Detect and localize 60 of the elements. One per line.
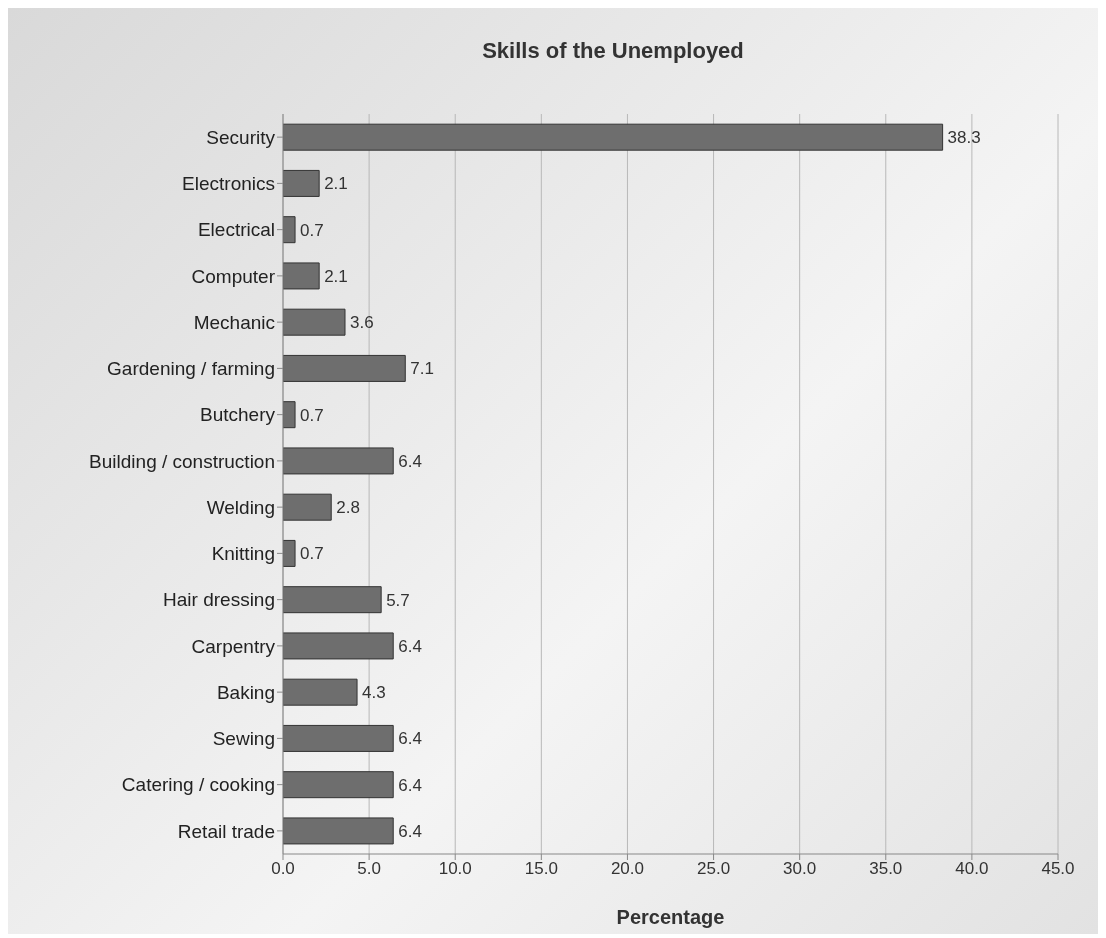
y-tick-label: Mechanic [193, 311, 275, 333]
x-tick-label: 40.0 [955, 859, 989, 879]
y-tick-label: Hair dressing [163, 589, 275, 611]
data-label: 3.6 [350, 313, 374, 333]
y-tick-label: Electrical [197, 219, 275, 241]
x-tick-label: 0.0 [271, 859, 295, 879]
bar [283, 447, 394, 475]
y-tick-label: Baking [216, 681, 275, 703]
data-label: 0.7 [300, 544, 324, 564]
data-label: 6.4 [398, 775, 422, 795]
y-tick-label: Catering / cooking [121, 774, 275, 796]
x-tick-label: 30.0 [783, 859, 817, 879]
bar [283, 262, 320, 290]
bar [283, 586, 382, 614]
y-tick-label: Building / construction [89, 450, 275, 472]
bar [283, 354, 406, 382]
y-tick-label: Gardening / farming [107, 358, 275, 380]
x-tick-label: 10.0 [438, 859, 472, 879]
data-label: 2.1 [324, 266, 348, 286]
bar [283, 632, 394, 660]
data-label: 6.4 [398, 451, 422, 471]
x-tick-label: 45.0 [1041, 859, 1075, 879]
bar [283, 493, 332, 521]
x-tick-label: 20.0 [610, 859, 644, 879]
bar [283, 539, 296, 567]
bar [283, 724, 394, 752]
data-label: 5.7 [386, 590, 410, 610]
y-tick-label: Sewing [212, 728, 275, 750]
y-tick-label: Butchery [200, 404, 276, 426]
bar [283, 817, 394, 845]
y-tick-label: Welding [206, 496, 275, 518]
data-label: 6.4 [398, 636, 422, 656]
data-label: 0.7 [300, 405, 324, 425]
bar [283, 169, 320, 197]
data-label: 38.3 [947, 128, 981, 148]
x-tick-label: 25.0 [697, 859, 731, 879]
x-tick-label: 35.0 [869, 859, 903, 879]
data-label: 4.3 [362, 683, 386, 703]
data-label: 6.4 [398, 821, 422, 841]
data-label: 0.7 [300, 220, 324, 240]
data-label: 6.4 [398, 729, 422, 749]
data-label: 7.1 [410, 359, 434, 379]
data-label: 2.8 [336, 498, 360, 518]
chart-title: Skills of the Unemployed [481, 38, 745, 64]
y-tick-label: Retail trade [177, 820, 275, 842]
y-tick-label: Security [206, 126, 276, 148]
bar [283, 216, 296, 244]
y-tick-label: Computer [191, 265, 276, 287]
y-tick-label: Knitting [211, 543, 275, 565]
bar [283, 123, 944, 151]
bar [283, 401, 296, 429]
x-tick-label: 5.0 [357, 859, 381, 879]
bar [283, 771, 394, 799]
x-tick-label: 15.0 [524, 859, 558, 879]
y-tick-label: Carpentry [191, 635, 276, 657]
data-label: 2.1 [324, 174, 348, 194]
x-axis-title: Percentage [616, 906, 725, 928]
y-tick-label: Electronics [182, 173, 275, 195]
bar [283, 308, 346, 336]
bar [283, 678, 358, 706]
